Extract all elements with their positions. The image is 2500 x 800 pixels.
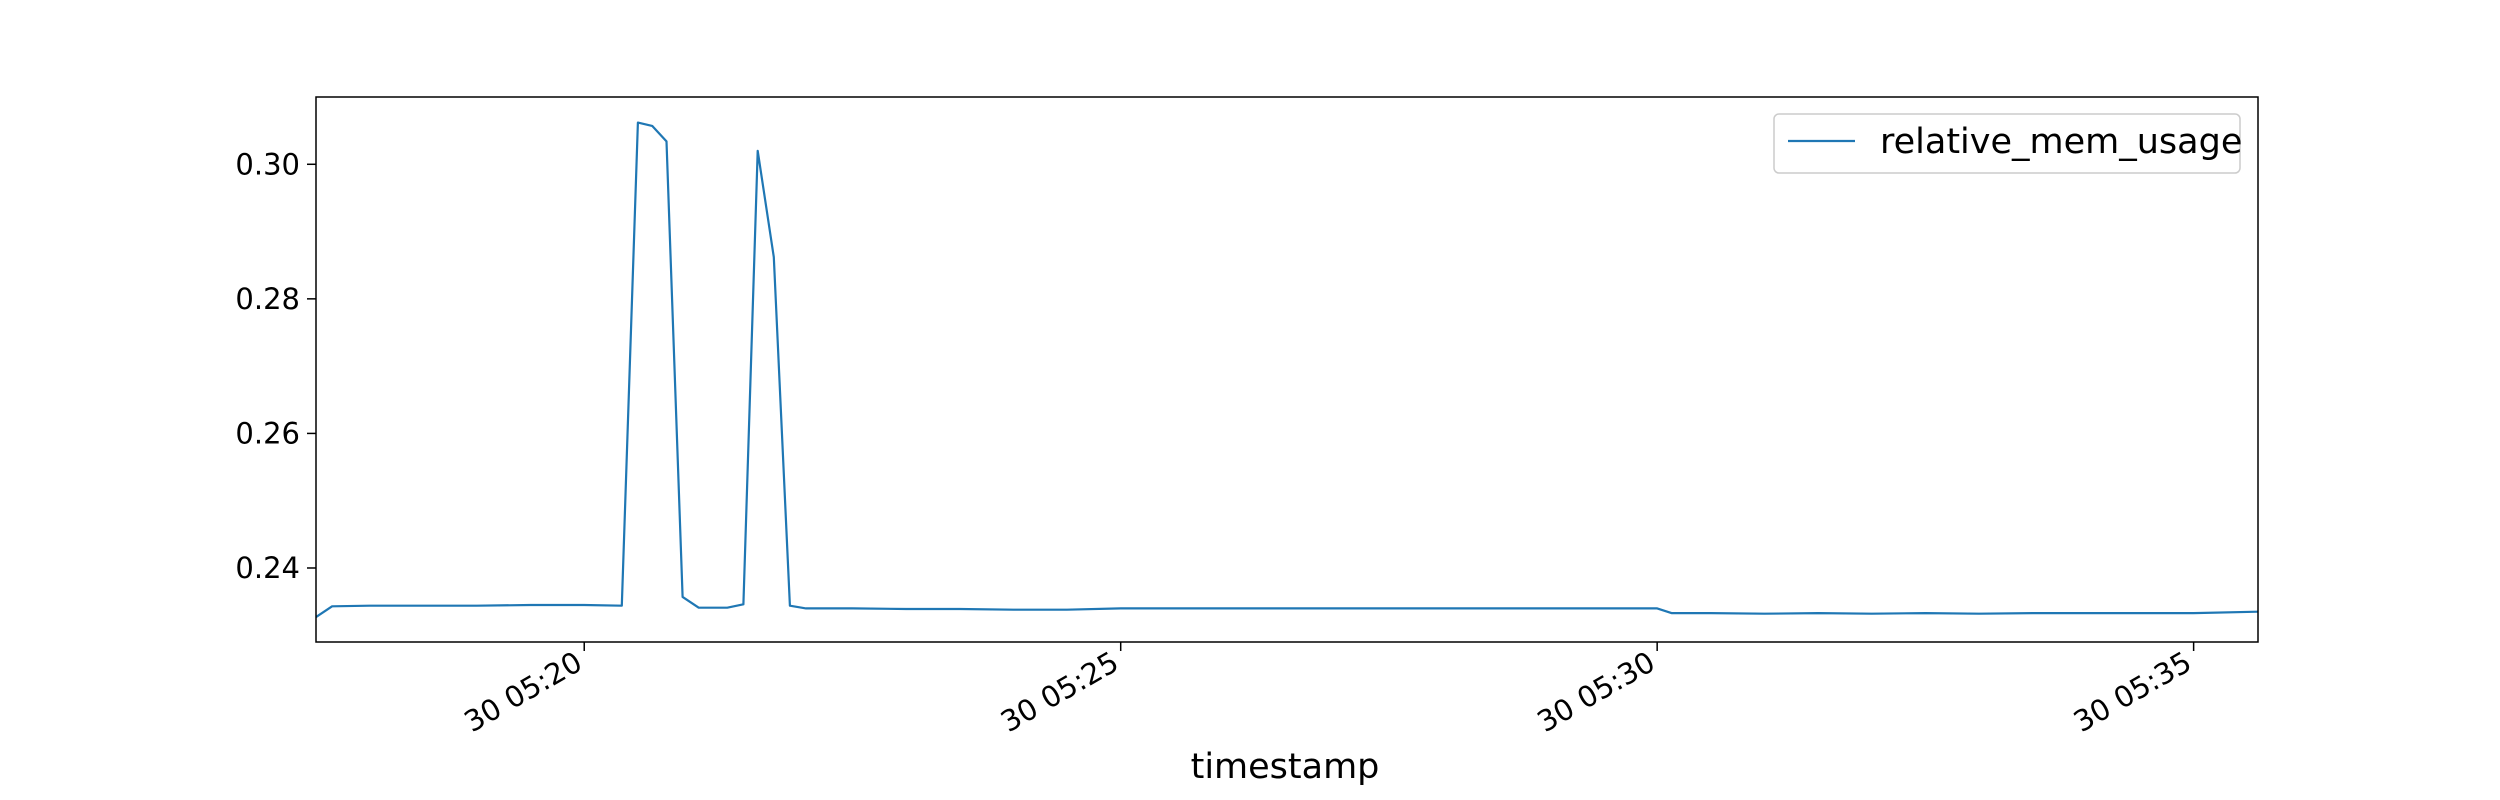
- x-tick-label: 30 05:25: [995, 645, 1124, 739]
- y-tick-label: 0.30: [235, 147, 300, 181]
- legend-frame: [1773, 113, 2241, 174]
- x-axis: 30 05:20 30 05:25 30 05:30 30 05:35: [458, 642, 2197, 739]
- series-line-0: [315, 121, 2259, 619]
- x-tick-label: 30 05:20: [458, 645, 587, 739]
- legend-label: relative_mem_usage: [1880, 122, 2242, 162]
- x-tick-label: 30 05:35: [2068, 645, 2197, 739]
- axes-frame: [315, 96, 2259, 643]
- x-tick-label: 30 05:30: [1531, 645, 1660, 739]
- plot-area: [315, 121, 2259, 619]
- y-axis: 0.24 0.26 0.28 0.30: [235, 147, 316, 585]
- x-axis-label: timestamp: [1191, 747, 1380, 787]
- legend: relative_mem_usage: [1773, 113, 2242, 174]
- y-tick-label: 0.28: [235, 282, 300, 316]
- y-tick-label: 0.26: [235, 416, 300, 450]
- y-tick-label: 0.24: [235, 551, 300, 585]
